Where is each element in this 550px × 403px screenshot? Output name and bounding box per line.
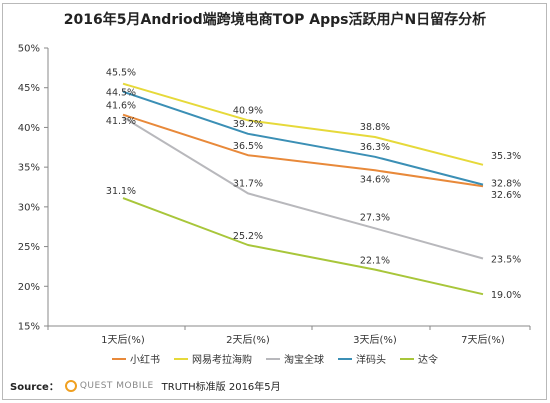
data-label: 41.3% <box>106 116 136 127</box>
data-label: 31.7% <box>233 178 263 189</box>
source-line: Source： QUEST MOBILE TRUTH标准版 2016年5月 <box>10 378 281 393</box>
legend-swatch <box>400 357 414 360</box>
data-label: 39.2% <box>233 119 263 130</box>
source-label: Source： <box>10 382 59 393</box>
y-tick-label: 35% <box>18 163 40 174</box>
data-label: 23.5% <box>491 254 521 265</box>
legend-swatch <box>338 357 352 360</box>
y-tick-label: 25% <box>18 242 40 253</box>
source-text: TRUTH标准版 2016年5月 <box>161 382 281 393</box>
quest-mobile-circle-icon <box>64 379 77 392</box>
legend-item: 达令 <box>400 351 438 366</box>
data-label: 31.1% <box>106 186 136 197</box>
data-label: 36.5% <box>233 141 263 152</box>
legend-item: 网易考拉海购 <box>174 351 252 366</box>
legend-label: 达令 <box>418 355 438 366</box>
y-tick-label: 15% <box>18 322 40 333</box>
data-label: 41.6% <box>106 101 136 112</box>
data-label: 44.5% <box>106 88 136 99</box>
chart-title: 2016年5月Andriod端跨境电商TOP Apps活跃用户N日留存分析 <box>63 12 487 28</box>
chart-frame <box>2 3 547 400</box>
data-label: 34.6% <box>360 174 390 185</box>
data-label: 32.8% <box>491 179 521 190</box>
series-line-达令 <box>122 197 484 296</box>
legend-label: 淘宝全球 <box>284 355 324 366</box>
x-tick-label: 3天后(%) <box>353 334 397 346</box>
legend-label: 小红书 <box>130 355 160 366</box>
series-line-淘宝全球 <box>122 116 484 260</box>
data-label: 19.0% <box>491 290 521 301</box>
data-label: 38.8% <box>360 122 390 133</box>
data-label: 25.2% <box>233 231 263 242</box>
x-tick-label: 1天后(%) <box>101 334 145 346</box>
chart-legend: 小红书 网易考拉海购 淘宝全球 洋码头 达令 <box>0 351 550 366</box>
data-label: 35.3% <box>491 151 521 162</box>
x-tick-label: 7天后(%) <box>461 334 505 346</box>
legend-swatch <box>266 357 280 360</box>
data-label: 45.5% <box>106 68 136 79</box>
data-label: 40.9% <box>233 105 263 116</box>
legend-swatch <box>174 357 188 360</box>
series-line-小红书 <box>122 113 484 188</box>
y-tick-label: 30% <box>18 202 40 213</box>
legend-item: 小红书 <box>112 351 160 366</box>
series-line-网易考拉海购 <box>122 82 484 166</box>
legend-item: 淘宝全球 <box>266 351 324 366</box>
legend-swatch <box>112 357 126 360</box>
quest-mobile-logo-text: QUEST MOBILE <box>79 380 154 391</box>
x-tick-label: 2天后(%) <box>226 334 270 346</box>
quest-mobile-logo: QUEST MOBILE <box>64 379 154 392</box>
legend-label: 洋码头 <box>356 355 386 366</box>
legend-item: 洋码头 <box>338 351 386 366</box>
data-label: 27.3% <box>360 212 390 223</box>
series-line-洋码头 <box>122 90 484 186</box>
data-label: 22.1% <box>360 256 390 267</box>
data-label: 32.6% <box>491 190 521 201</box>
data-label: 36.3% <box>360 142 390 153</box>
legend-label: 网易考拉海购 <box>192 355 252 366</box>
y-tick-label: 20% <box>18 282 40 293</box>
y-tick-label: 45% <box>18 83 40 94</box>
y-tick-label: 50% <box>18 44 40 55</box>
y-tick-label: 40% <box>18 123 40 134</box>
